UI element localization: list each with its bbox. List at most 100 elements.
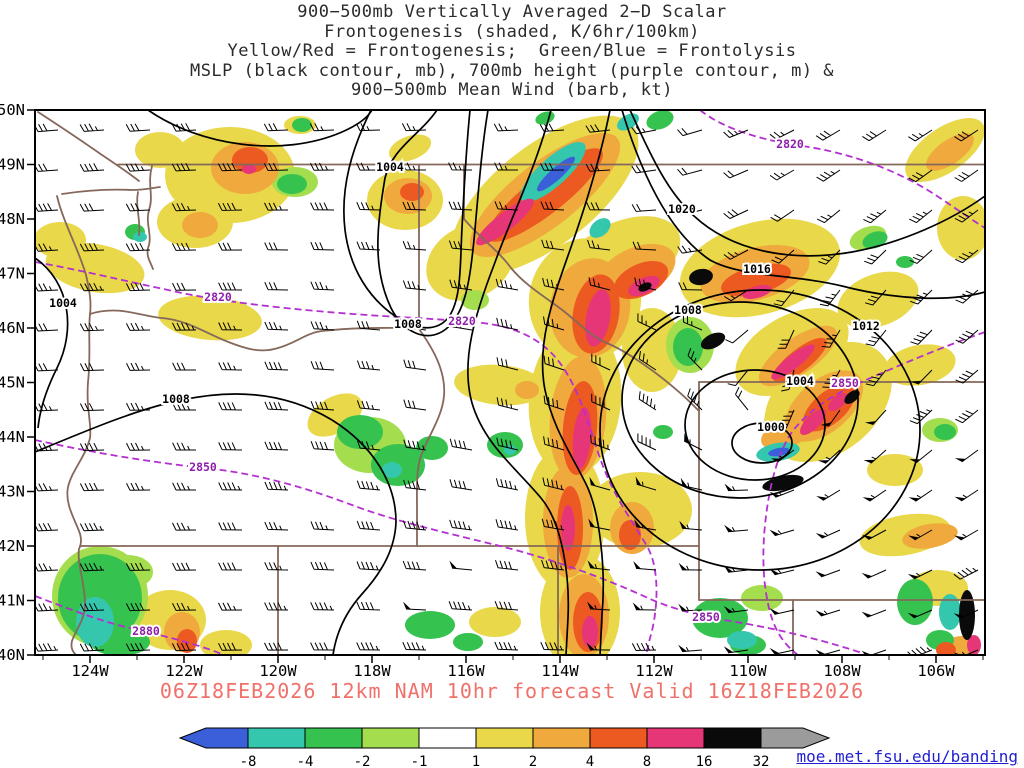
- lon-label: 112W: [635, 662, 673, 680]
- shaded-region: [133, 232, 147, 242]
- shaded-region: [572, 407, 592, 469]
- height-contour-label: 2850: [692, 610, 720, 624]
- shaded-region: [337, 415, 383, 449]
- shaded-region: [388, 134, 432, 162]
- shaded-region: [884, 344, 956, 386]
- shaded-region: [700, 332, 726, 350]
- height-contour: [35, 261, 658, 655]
- shaded-region: [742, 285, 772, 299]
- title-line-1: 900−500mb Vertically Averaged 2−D Scalar: [297, 2, 727, 22]
- shading-layer: [35, 110, 985, 655]
- lat-label: 46N: [0, 319, 25, 337]
- wind-barbs: [35, 123, 979, 655]
- shaded-region: [741, 585, 783, 611]
- colorbar-segment: [247, 727, 306, 749]
- shaded-region: [416, 436, 448, 460]
- shaded-region: [844, 390, 860, 404]
- mslp-contour-label: 1004: [376, 160, 404, 174]
- mslp-contour-label: 1000: [757, 420, 785, 434]
- colorbar-tick-label: 1: [472, 754, 480, 768]
- contour-label-layer: 1004 1008 1020 1016 1008 1012 1004 1000 1008 1004…: [47, 135, 882, 640]
- shaded-region: [561, 505, 575, 551]
- shaded-region: [622, 308, 682, 392]
- shaded-region: [515, 381, 539, 399]
- mslp-contour-label: 1016: [743, 262, 771, 276]
- shaded-region: [897, 579, 933, 625]
- shaded-region: [277, 174, 307, 194]
- colorbar-tick-label: 8: [643, 754, 651, 768]
- shaded-region: [936, 642, 956, 655]
- colorbar-segment: [304, 727, 363, 749]
- lon-label: 116W: [447, 662, 485, 680]
- colorbar-right-arrow: [760, 727, 831, 749]
- mslp-contour: [35, 393, 397, 655]
- shaded-region: [589, 218, 611, 238]
- title-line-2: Frontogenesis (shaded, K/6hr/100km): [324, 21, 700, 42]
- axis-layer: 50N 49N 48N 47N 46N 45N 44N 43N 42N 41N 40N 124W 122…: [0, 101, 984, 680]
- shaded-region: [902, 523, 958, 549]
- mslp-contour-closed: [599, 289, 921, 571]
- lat-label: 47N: [0, 265, 25, 283]
- lat-label: 43N: [0, 483, 25, 501]
- shaded-region: [504, 445, 516, 455]
- lat-label: 40N: [0, 646, 25, 664]
- wind-barb-layer: [35, 123, 979, 655]
- title-line-5: 900−500mb Mean Wind (barb, kt): [350, 80, 674, 100]
- shaded-region: [461, 290, 489, 310]
- mslp-contour-layer: [35, 110, 985, 655]
- mslp-contour: [629, 110, 985, 257]
- shaded-region: [182, 212, 218, 238]
- colorbar-tick-label: 4: [586, 754, 594, 768]
- lat-label: 44N: [0, 428, 25, 446]
- credit-link[interactable]: moe.met.fsu.edu/banding: [796, 747, 1018, 766]
- title-line-4: MSLP (black contour, mb), 700mb height (…: [189, 60, 835, 81]
- shaded-region: [896, 256, 914, 268]
- colorbar-tick-label: 16: [696, 754, 713, 768]
- colorbar-segment: [532, 727, 591, 749]
- shaded-region: [727, 631, 757, 649]
- plot-title-block: 900−500mb Vertically Averaged 2−D Scalar…: [0, 2, 1024, 101]
- shaded-region: [939, 594, 961, 630]
- mslp-contour-label: 1020: [668, 202, 696, 216]
- shaded-region: [382, 462, 402, 478]
- shaded-region: [934, 424, 956, 440]
- shaded-region: [937, 196, 985, 260]
- wind-barb-flags: [403, 380, 966, 655]
- colorbar-tick-label: -4: [297, 754, 314, 768]
- puget-sound: [146, 165, 154, 270]
- colorbar-tick-label: 2: [529, 754, 537, 768]
- shaded-region: [673, 328, 703, 366]
- shaded-region: [45, 242, 145, 294]
- shaded-region: [828, 393, 848, 411]
- shaded-region: [242, 164, 256, 174]
- colorbar-left-arrow: [178, 727, 249, 749]
- height-contour-label: 2820: [776, 137, 804, 151]
- mslp-contour: [35, 257, 69, 429]
- mslp-contour-label: 1008: [394, 317, 422, 331]
- vancouver-island-coast: [37, 111, 140, 182]
- shaded-region: [200, 630, 252, 655]
- colorbar-tick-label: -8: [240, 754, 257, 768]
- colorbar-segment: [646, 727, 705, 749]
- shaded-region: [135, 132, 185, 168]
- lon-label: 122W: [165, 662, 203, 680]
- mslp-contour-label: 1008: [674, 303, 702, 317]
- shaded-region: [721, 263, 791, 297]
- shaded-region: [768, 447, 790, 457]
- colorbar: -8 -4 -2 -1 1 2 4 8 16 32: [178, 727, 831, 768]
- strait-juan-de-fuca: [61, 186, 161, 195]
- shaded-region: [405, 611, 455, 639]
- mslp-contour: [466, 110, 570, 655]
- hood-canal: [136, 191, 141, 236]
- mslp-contour-label: 1012: [852, 319, 880, 333]
- shaded-region: [837, 271, 919, 329]
- colorbar-tick-label: -1: [411, 754, 428, 768]
- lon-label: 114W: [541, 662, 579, 680]
- lat-label: 48N: [0, 210, 25, 228]
- shaded-region: [800, 409, 826, 435]
- shaded-region: [476, 198, 534, 246]
- lat-label: 50N: [0, 101, 25, 119]
- mslp-contour: [343, 110, 471, 329]
